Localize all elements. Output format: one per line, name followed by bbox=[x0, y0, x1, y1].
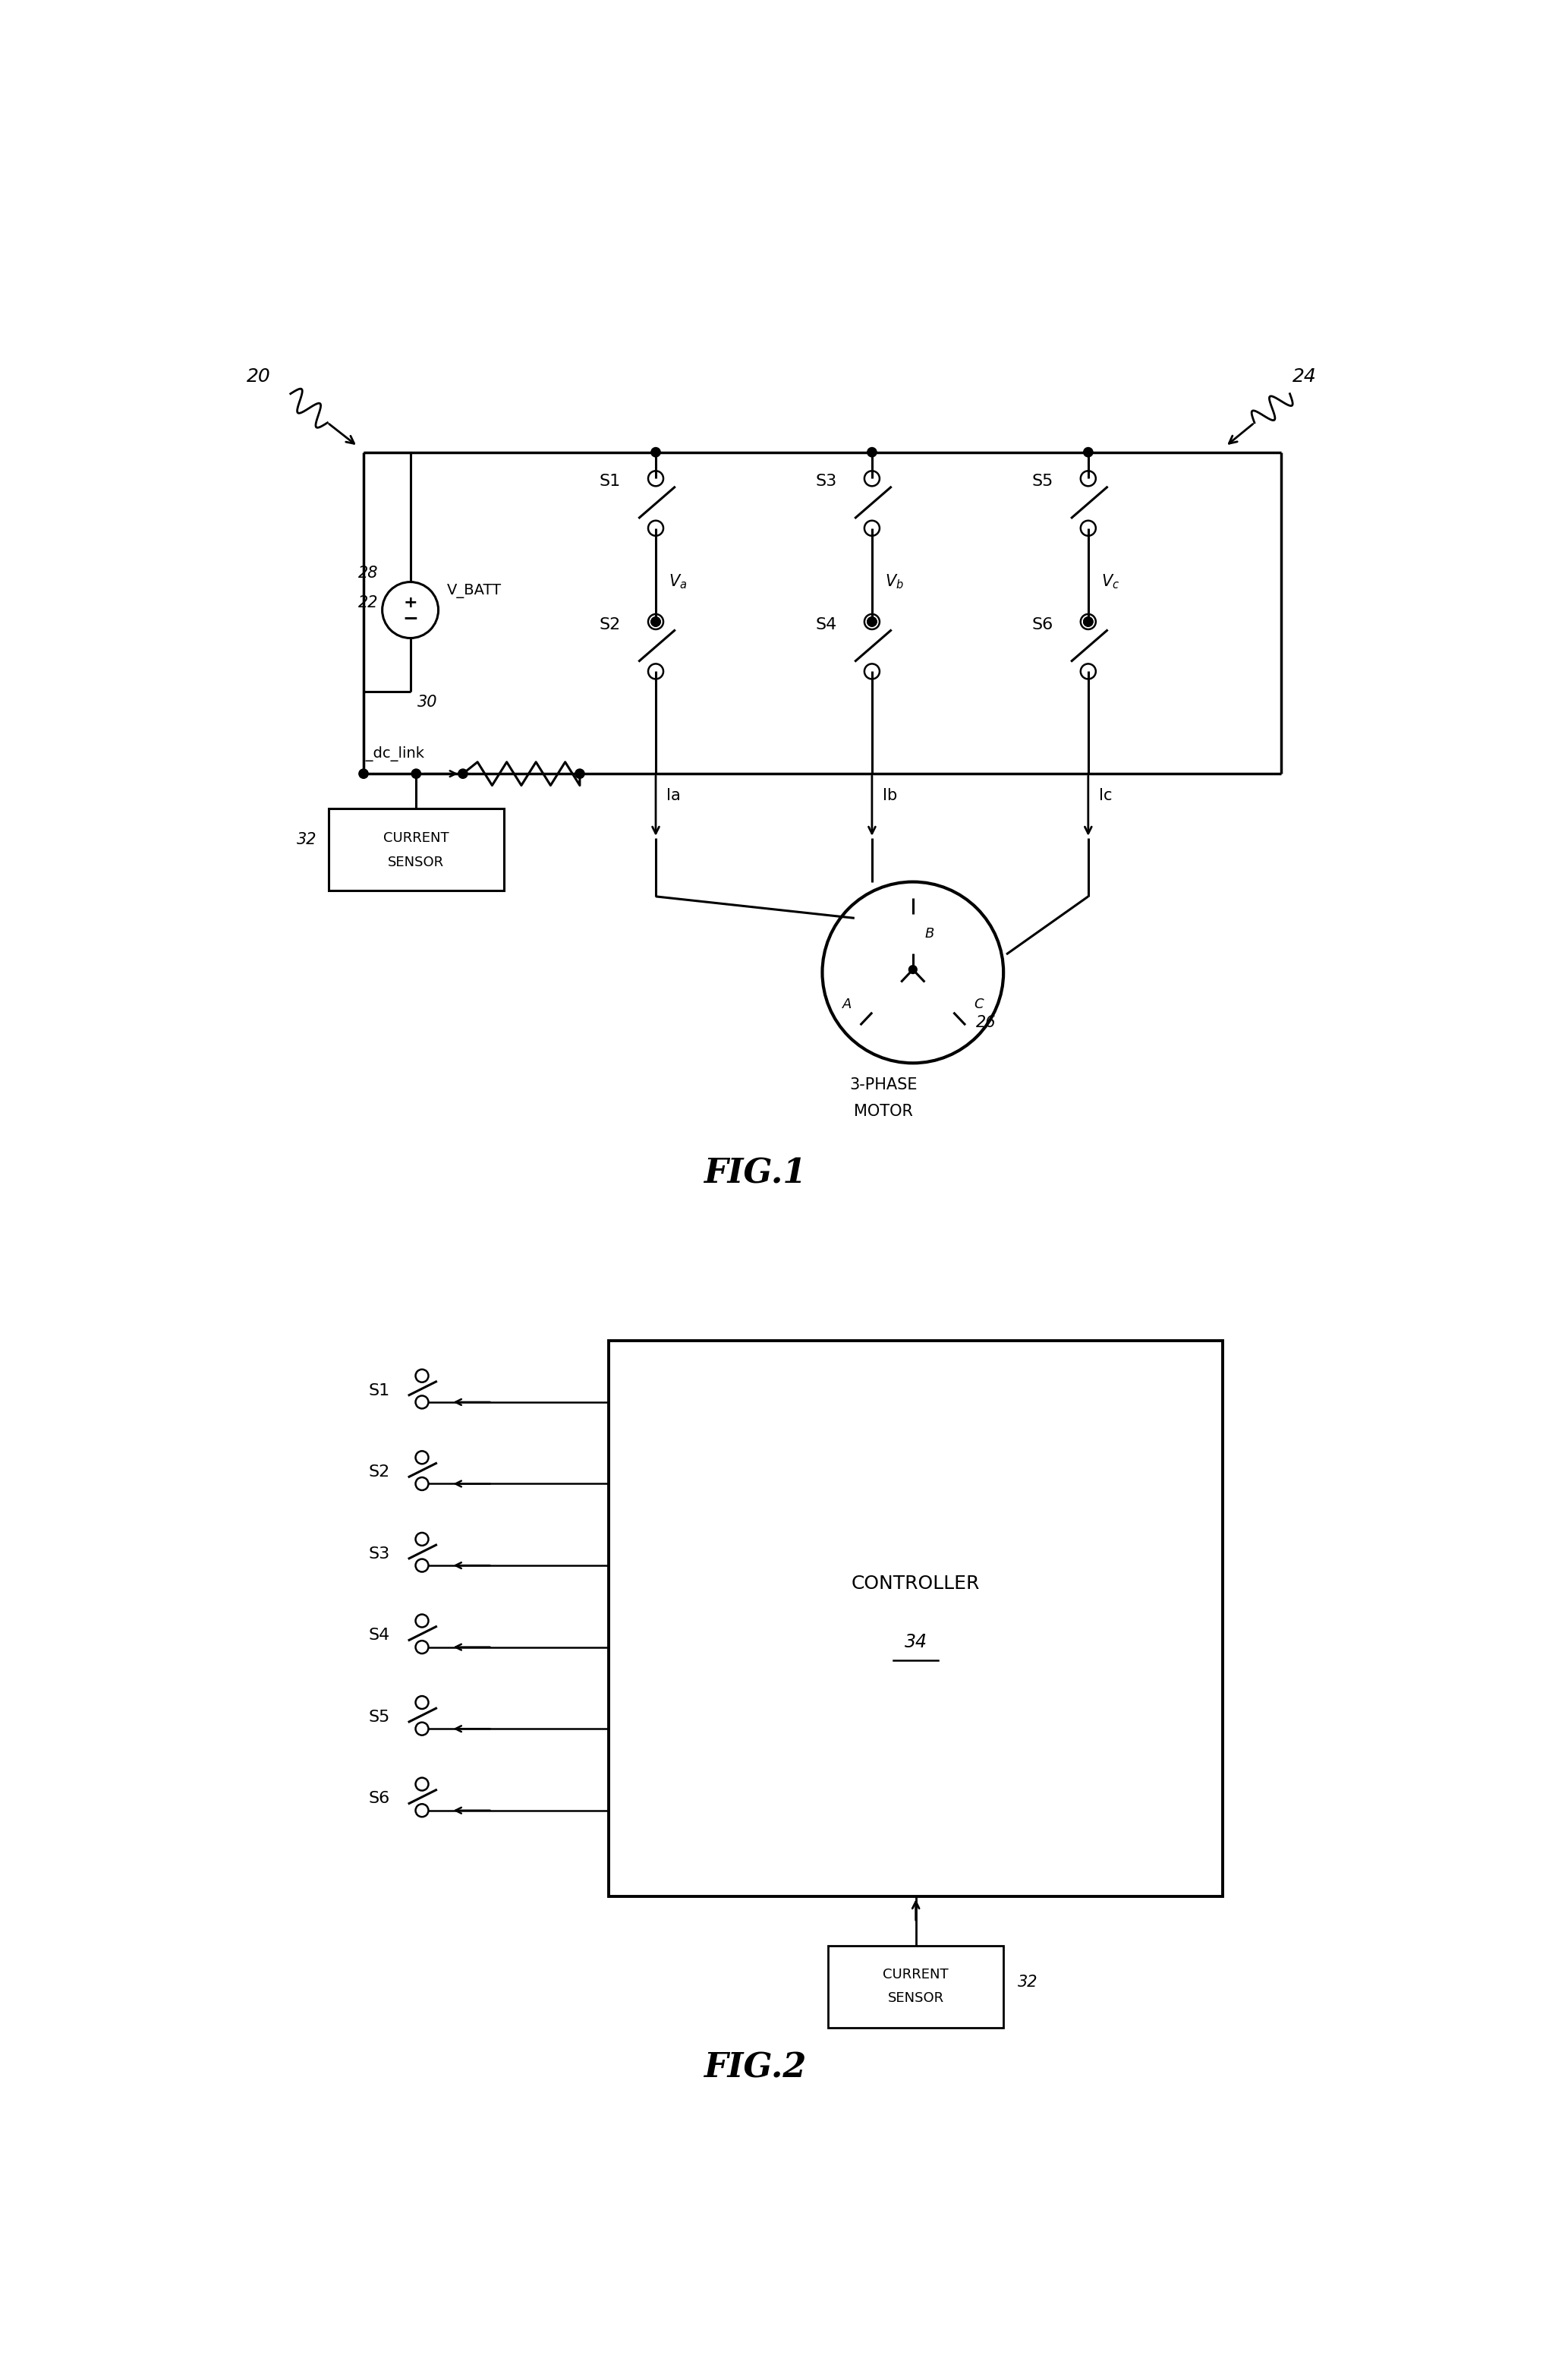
Text: $V_a$: $V_a$ bbox=[668, 574, 687, 590]
Text: S4: S4 bbox=[368, 1628, 390, 1642]
Text: S3: S3 bbox=[368, 1547, 390, 1561]
Text: A: A bbox=[842, 997, 851, 1012]
Text: Ia: Ia bbox=[666, 788, 681, 802]
Text: 20: 20 bbox=[246, 367, 271, 386]
Text: FIG.1: FIG.1 bbox=[704, 1157, 806, 1190]
Text: CONTROLLER: CONTROLLER bbox=[851, 1573, 980, 1592]
Text: −: − bbox=[403, 609, 419, 628]
Circle shape bbox=[651, 616, 660, 626]
Text: SENSOR: SENSOR bbox=[387, 857, 444, 869]
Text: S4: S4 bbox=[815, 616, 837, 633]
Text: 3-PHASE: 3-PHASE bbox=[850, 1078, 917, 1092]
Text: S1: S1 bbox=[368, 1383, 390, 1397]
Text: $V_c$: $V_c$ bbox=[1101, 574, 1120, 590]
Circle shape bbox=[1083, 616, 1093, 626]
Text: 26: 26 bbox=[977, 1014, 996, 1031]
Text: B: B bbox=[925, 928, 935, 940]
Text: I_dc_link: I_dc_link bbox=[361, 745, 425, 762]
Text: 34: 34 bbox=[905, 1633, 927, 1652]
Text: S2: S2 bbox=[599, 616, 621, 633]
Text: 22: 22 bbox=[358, 595, 378, 609]
Text: MOTOR: MOTOR bbox=[855, 1104, 913, 1119]
Text: 32: 32 bbox=[1018, 1975, 1038, 1990]
Text: 24: 24 bbox=[1292, 367, 1317, 386]
Circle shape bbox=[1083, 616, 1093, 626]
Bar bbox=[328, 809, 503, 890]
Bar bbox=[608, 1340, 1223, 1897]
Text: $V_b$: $V_b$ bbox=[884, 574, 903, 590]
Text: Ic: Ic bbox=[1099, 788, 1112, 802]
Circle shape bbox=[909, 966, 917, 973]
Circle shape bbox=[575, 769, 585, 778]
Text: S3: S3 bbox=[815, 474, 837, 488]
Text: S6: S6 bbox=[1032, 616, 1054, 633]
Text: Ib: Ib bbox=[883, 788, 897, 802]
Text: S1: S1 bbox=[599, 474, 621, 488]
Circle shape bbox=[651, 447, 660, 457]
Circle shape bbox=[651, 616, 660, 626]
Circle shape bbox=[1083, 447, 1093, 457]
Circle shape bbox=[359, 769, 368, 778]
Text: 30: 30 bbox=[417, 695, 437, 709]
Text: CURRENT: CURRENT bbox=[383, 831, 448, 845]
Text: FIG.2: FIG.2 bbox=[704, 2052, 806, 2085]
Bar bbox=[828, 1947, 1004, 2028]
Text: S6: S6 bbox=[368, 1792, 390, 1806]
Circle shape bbox=[458, 769, 467, 778]
Text: S2: S2 bbox=[368, 1464, 390, 1480]
Text: SENSOR: SENSOR bbox=[887, 1992, 944, 2006]
Text: 28: 28 bbox=[358, 566, 378, 581]
Text: +: + bbox=[403, 595, 417, 612]
Circle shape bbox=[411, 769, 420, 778]
Text: C: C bbox=[974, 997, 983, 1012]
Text: S5: S5 bbox=[368, 1709, 390, 1726]
Circle shape bbox=[867, 447, 877, 457]
Circle shape bbox=[867, 616, 877, 626]
Text: S5: S5 bbox=[1032, 474, 1054, 488]
Circle shape bbox=[867, 616, 877, 626]
Text: V_BATT: V_BATT bbox=[447, 583, 502, 597]
Text: 32: 32 bbox=[296, 831, 317, 847]
Text: CURRENT: CURRENT bbox=[883, 1968, 949, 1983]
